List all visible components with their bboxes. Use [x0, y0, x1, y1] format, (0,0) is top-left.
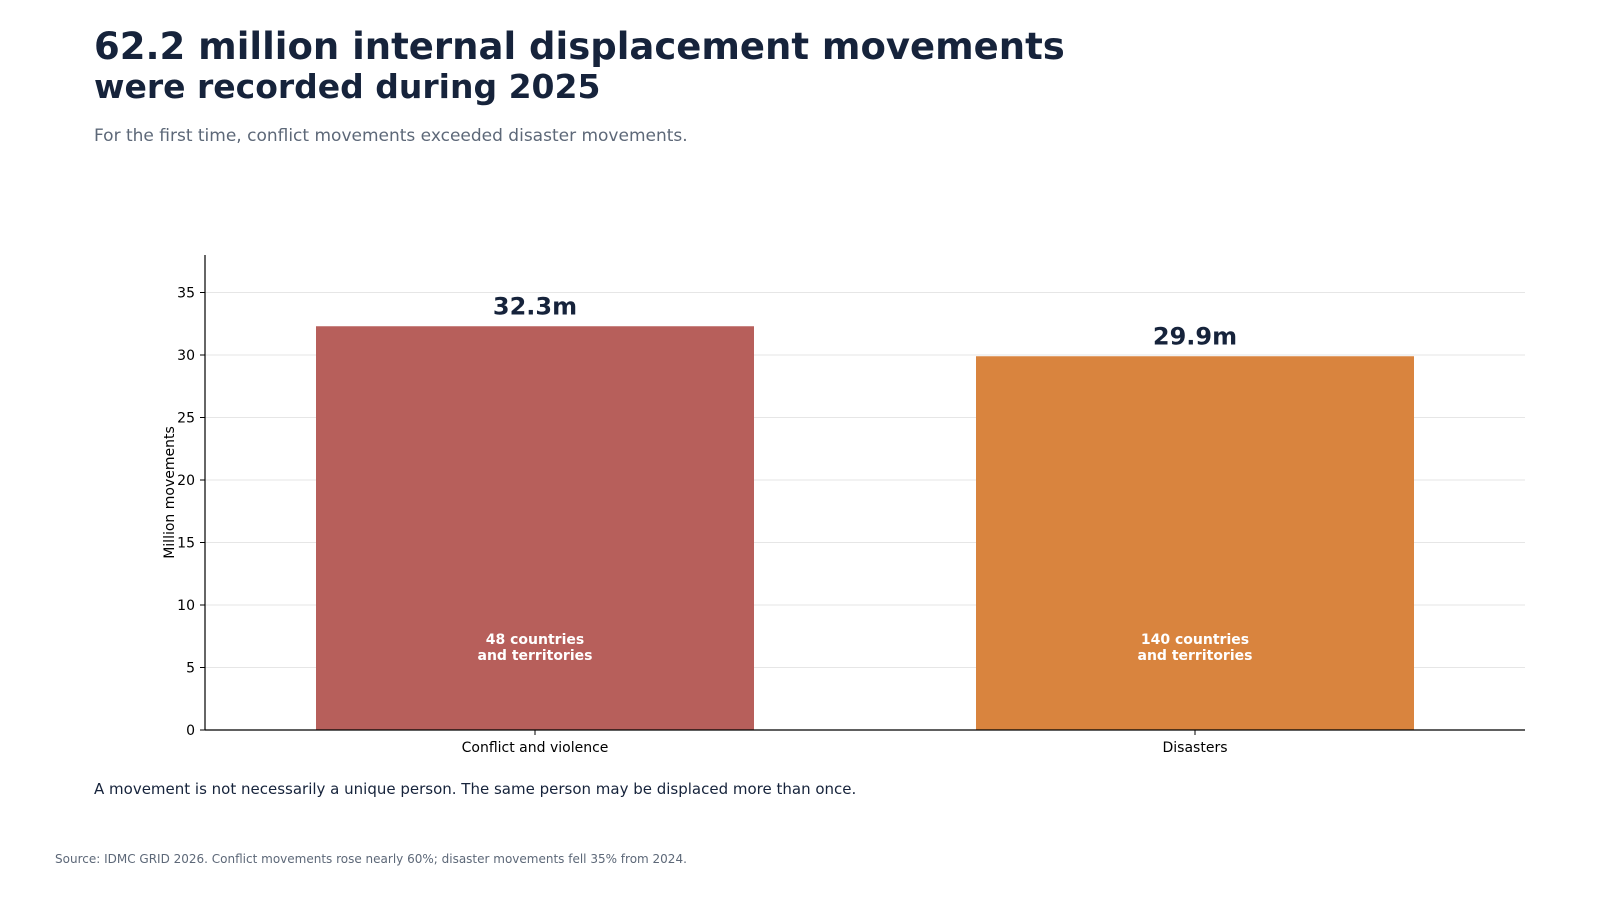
- y-tick-label: 10: [177, 598, 195, 614]
- title-line-2: were recorded during 2025: [94, 67, 601, 106]
- y-tick-label: 20: [177, 473, 195, 489]
- bar: [976, 356, 1414, 730]
- bar-inner-label: 48 countries: [486, 632, 584, 648]
- y-tick-label: 35: [177, 286, 195, 302]
- bar-inner-label: and territories: [1138, 648, 1253, 664]
- y-tick-label: 25: [177, 411, 195, 427]
- y-axis-title: Million movements: [162, 426, 178, 559]
- x-tick-label: Disasters: [1163, 740, 1228, 756]
- footnote: A movement is not necessarily a unique p…: [94, 780, 857, 798]
- bar: [316, 326, 754, 730]
- bar-inner-label: and territories: [478, 648, 593, 664]
- x-tick-label: Conflict and violence: [462, 740, 609, 756]
- value-label: 32.3m: [493, 292, 577, 320]
- y-tick-label: 5: [186, 661, 195, 677]
- source-note: Source: IDMC GRID 2026. Conflict movemen…: [55, 852, 687, 866]
- y-tick-label: 0: [186, 723, 195, 739]
- subtitle: For the first time, conflict movements e…: [94, 126, 688, 146]
- y-tick-label: 15: [177, 536, 195, 552]
- y-tick-label: 30: [177, 348, 195, 364]
- title-line-1: 62.2 million internal displacement movem…: [94, 25, 1065, 68]
- page-title: 62.2 million internal displacement movem…: [94, 28, 1065, 103]
- bar-inner-label: 140 countries: [1141, 632, 1249, 648]
- value-label: 29.9m: [1153, 322, 1237, 350]
